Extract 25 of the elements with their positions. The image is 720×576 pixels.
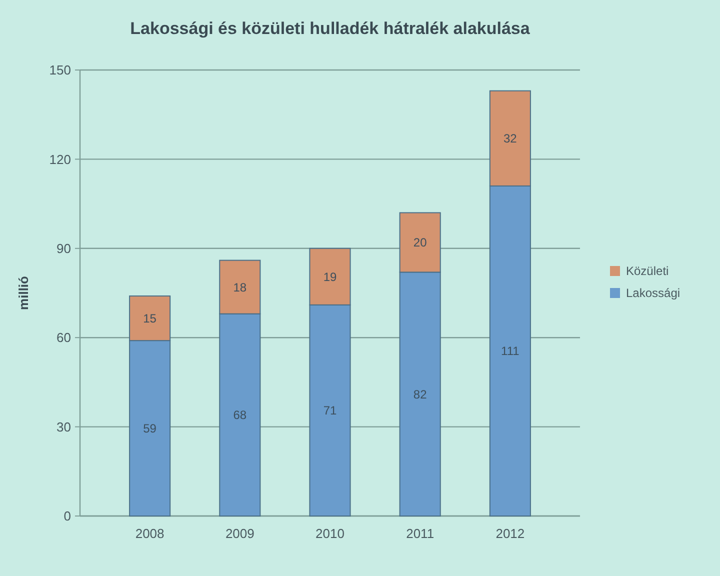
x-tick-label: 2009: [225, 526, 254, 541]
y-tick-label: 150: [49, 62, 71, 78]
y-axis-title: millió: [16, 276, 31, 310]
y-tick-label: 0: [64, 508, 71, 524]
legend-label: Közületi: [626, 264, 669, 278]
data-label: 15: [143, 311, 157, 326]
x-tick-label: 2012: [496, 526, 525, 541]
x-tick-label: 2008: [135, 526, 164, 541]
x-tick-label: 2011: [406, 526, 434, 541]
data-label: 71: [323, 404, 337, 418]
y-tick-label: 30: [56, 419, 71, 434]
data-label: 111: [501, 344, 520, 358]
data-label: 18: [233, 280, 247, 294]
data-label: 59: [143, 421, 157, 436]
chart-title: Lakossági és közületi hulladék hátralék alakulása: [130, 19, 530, 38]
data-label: 32: [504, 132, 518, 146]
data-label: 82: [413, 387, 428, 402]
x-tick-label: 2010: [316, 526, 344, 541]
data-label: 68: [233, 408, 247, 422]
y-tick-label: 120: [49, 152, 71, 167]
y-tick-label: 60: [56, 330, 71, 346]
data-label: 19: [323, 270, 337, 284]
legend-label: Lakossági: [626, 286, 680, 300]
y-tick-label: 90: [56, 240, 71, 256]
data-label: 20: [413, 236, 428, 250]
